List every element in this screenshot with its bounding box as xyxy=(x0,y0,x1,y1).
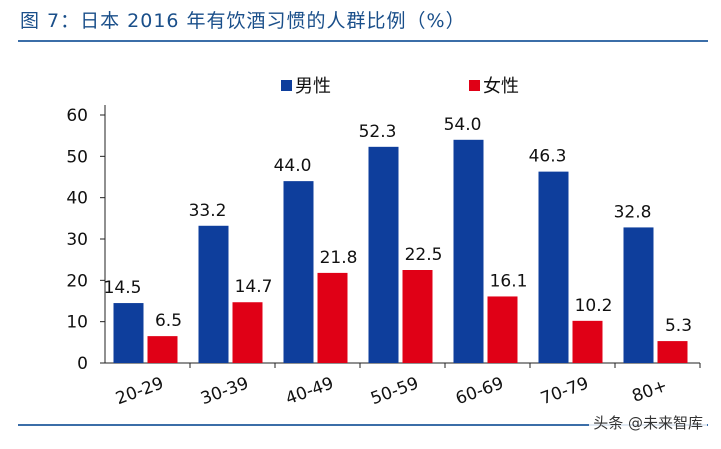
y-tick-label: 40 xyxy=(66,189,88,209)
bar-female xyxy=(402,270,433,363)
y-tick-label: 10 xyxy=(66,313,88,333)
value-label-male: 44.0 xyxy=(274,156,312,176)
bar-male xyxy=(538,171,569,363)
value-label-female: 10.2 xyxy=(575,296,613,316)
title-rule xyxy=(18,40,708,42)
bar-female xyxy=(317,272,348,363)
bar-male xyxy=(198,225,229,363)
legend-label-female: 女性 xyxy=(483,76,519,97)
x-tick-label: 50-59 xyxy=(368,373,421,409)
value-label-female: 5.3 xyxy=(665,316,692,336)
x-tick-label: 70-79 xyxy=(538,373,591,409)
legend-label-male: 男性 xyxy=(295,76,331,97)
x-tick-label: 40-49 xyxy=(283,373,336,409)
bar-male xyxy=(623,227,654,363)
value-label-female: 6.5 xyxy=(155,311,182,331)
x-tick-label: 80+ xyxy=(630,376,671,407)
y-tick-label: 50 xyxy=(66,147,88,167)
bar-female xyxy=(657,341,688,363)
value-label-female: 22.5 xyxy=(405,245,443,265)
bar-female xyxy=(487,296,518,363)
value-label-female: 21.8 xyxy=(320,248,358,268)
value-label-female: 16.1 xyxy=(490,271,528,291)
x-tick-label: 20-29 xyxy=(113,373,166,409)
value-label-male: 32.8 xyxy=(614,202,652,222)
bar-female xyxy=(572,320,603,363)
y-tick-label: 60 xyxy=(66,106,88,126)
value-label-male: 14.5 xyxy=(104,278,142,298)
bar-male xyxy=(453,139,484,363)
y-tick-label: 20 xyxy=(66,271,88,291)
bar-female xyxy=(147,336,178,363)
footer-rule xyxy=(18,424,708,426)
value-label-male: 33.2 xyxy=(189,201,227,221)
bar-male xyxy=(113,303,144,363)
legend-swatch-female xyxy=(469,80,480,91)
x-tick-label: 30-39 xyxy=(198,373,251,409)
legend-swatch-male xyxy=(281,80,292,91)
figure-title: 图 7：日本 2016 年有饮酒习惯的人群比例（%） xyxy=(20,10,466,32)
value-label-male: 54.0 xyxy=(444,115,482,135)
y-tick-label: 30 xyxy=(66,230,88,250)
value-label-male: 52.3 xyxy=(359,122,397,142)
value-label-male: 46.3 xyxy=(529,147,567,167)
bar-female xyxy=(232,302,263,363)
value-label-female: 14.7 xyxy=(235,277,273,297)
bar-male xyxy=(283,181,314,363)
watermark: 头条 @未来智库 xyxy=(589,412,707,433)
bar-male xyxy=(368,146,399,363)
y-tick-label: 0 xyxy=(77,354,88,374)
x-tick-label: 60-69 xyxy=(453,373,506,409)
